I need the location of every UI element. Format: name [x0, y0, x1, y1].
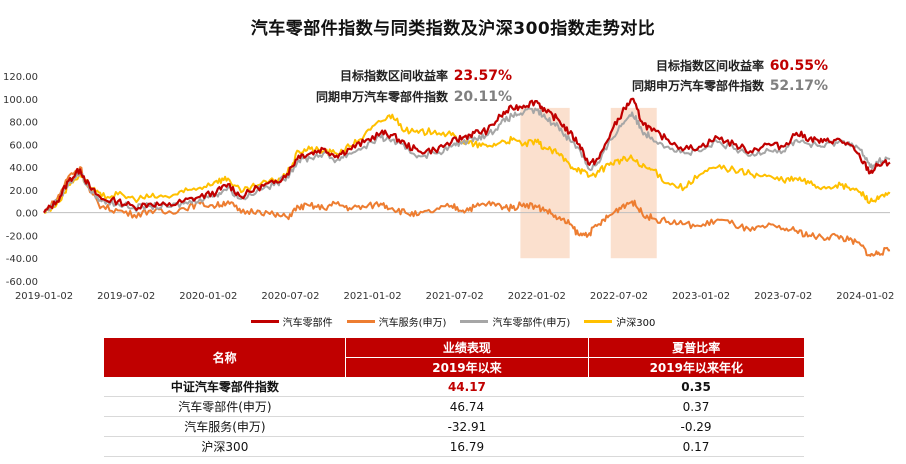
row-sharpe: 0.17	[588, 436, 804, 457]
line-chart: 120.00 100.00 80.00 60.00 40.00 20.00 0.00 -20.…	[3, 58, 894, 302]
header-perf: 业绩表现	[345, 338, 589, 358]
x-tick-label: 2022-07-02	[590, 291, 648, 302]
table-header-row: 名称 业绩表现 夏普比率	[104, 338, 804, 377]
chart-annotations: 目标指数区间收益率 23.57% 同期申万汽车零部件指数 20.11% 目标指数区间收益…	[316, 58, 828, 105]
annotation-value: 20.11%	[454, 89, 512, 105]
row-name: 中证汽车零部件指数	[104, 377, 346, 397]
y-tick-label: 20.00	[9, 186, 38, 197]
chart-series	[43, 97, 891, 257]
table-row: 沪深300 16.79 0.17	[104, 436, 804, 457]
legend-swatch	[346, 320, 375, 323]
x-tick-label: 2024-01-02	[836, 291, 894, 302]
legend-swatch	[250, 320, 279, 323]
row-perf: 16.79	[345, 436, 589, 457]
series-line-3	[44, 113, 891, 214]
y-tick-label: -40.00	[6, 254, 38, 265]
row-sharpe: -0.29	[588, 416, 804, 437]
y-tick-label: 80.00	[9, 118, 38, 129]
table-row: 中证汽车零部件指数 44.17 0.35	[104, 377, 804, 397]
legend-item-auto-service: 汽车服务(申万)	[346, 314, 447, 329]
row-sharpe: 0.35	[588, 377, 804, 397]
row-sharpe: 0.37	[588, 396, 804, 417]
y-tick-label: 40.00	[9, 163, 38, 174]
y-tick-label: 60.00	[9, 140, 38, 151]
x-tick-label: 2019-01-02	[15, 291, 73, 302]
y-tick-label: 100.00	[3, 95, 38, 106]
y-tick-label: 0.00	[16, 209, 38, 220]
row-name: 汽车服务(申万)	[104, 416, 346, 437]
annotation-value: 52.17%	[770, 78, 828, 94]
chart-title: 汽车零部件指数与同类指数及沪深300指数走势对比	[250, 19, 656, 39]
x-tick-label: 2020-07-02	[261, 291, 319, 302]
row-perf: 46.74	[345, 396, 589, 417]
annotation-label: 目标指数区间收益率	[340, 68, 448, 83]
header-sharpe: 夏普比率	[587, 338, 804, 358]
legend-label: 汽车零部件	[282, 318, 333, 329]
annotation-value: 60.55%	[770, 58, 828, 74]
annotation-value: 23.57%	[454, 68, 512, 84]
header-name: 名称	[104, 338, 346, 377]
legend-label: 汽车零部件(申万)	[492, 318, 571, 329]
annotation-label: 同期申万汽车零部件指数	[632, 78, 765, 93]
table-row: 汽车服务(申万) -32.91 -0.29	[104, 416, 804, 437]
chart-axes: 120.00 100.00 80.00 60.00 40.00 20.00 0.00 -20.…	[3, 72, 894, 302]
row-perf: 44.17	[345, 377, 589, 397]
table-row: 汽车零部件(申万) 46.74 0.37	[104, 396, 804, 417]
legend-item-auto-parts-sw: 汽车零部件(申万)	[460, 314, 570, 329]
x-tick-label: 2022-01-02	[508, 291, 566, 302]
table-subheader-row: 2019年以来 2019年以来年化	[104, 357, 804, 377]
y-tick-label: -60.00	[6, 277, 38, 288]
series-line-1	[43, 166, 891, 257]
x-tick-label: 2020-01-02	[179, 291, 237, 302]
y-tick-label: 120.00	[3, 72, 38, 83]
x-tick-label: 2021-07-02	[426, 291, 484, 302]
legend-swatch	[584, 320, 613, 323]
legend-label: 沪深300	[616, 318, 656, 329]
series-line-0	[43, 97, 891, 214]
annotation-label: 目标指数区间收益率	[656, 58, 764, 73]
annotation-label: 同期申万汽车零部件指数	[316, 89, 449, 104]
legend: 汽车零部件 汽车服务(申万) 汽车零部件(申万) 沪深300	[0, 314, 906, 329]
x-tick-label: 2019-07-02	[97, 291, 155, 302]
header-perf-sub: 2019年以来	[345, 357, 589, 377]
row-name: 汽车零部件(申万)	[104, 396, 346, 417]
legend-item-auto-parts: 汽车零部件	[250, 314, 333, 329]
row-perf: -32.91	[345, 416, 589, 437]
legend-label: 汽车服务(申万)	[378, 318, 447, 329]
highlight-band	[520, 107, 570, 259]
header-sharpe-sub: 2019年以来年化	[587, 357, 804, 377]
highlight-bands	[520, 107, 657, 259]
row-name: 沪深300	[104, 436, 346, 457]
x-tick-label: 2023-01-02	[672, 291, 730, 302]
legend-swatch	[460, 320, 489, 323]
performance-table: 名称 业绩表现 夏普比率 2019年以来 2019年以来年化 中证汽车零部件指数…	[104, 338, 804, 457]
y-tick-label: -20.00	[6, 231, 38, 242]
x-tick-label: 2021-01-02	[343, 291, 401, 302]
x-tick-label: 2023-07-02	[754, 291, 812, 302]
legend-item-hs300: 沪深300	[584, 314, 655, 329]
